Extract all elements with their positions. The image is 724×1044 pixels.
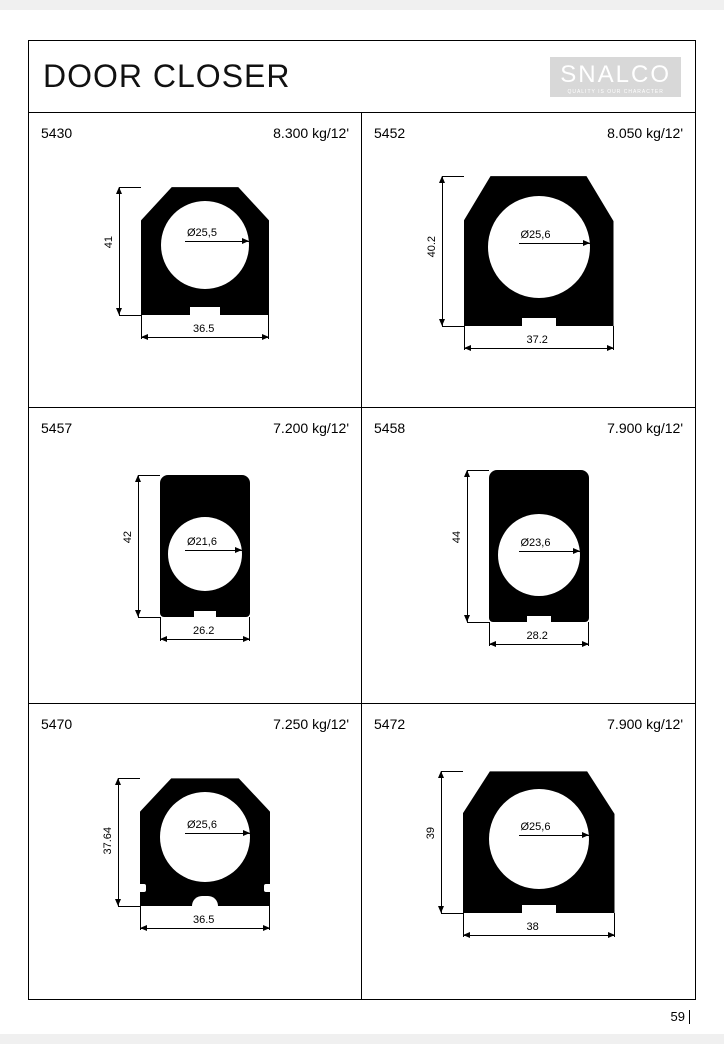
width-dimension-line <box>140 928 270 929</box>
height-dimension-line <box>138 475 139 617</box>
part-number: 5472 <box>374 716 405 732</box>
cell-header: 5472 7.900 kg/12' <box>374 716 683 732</box>
height-dimension-value: 39 <box>425 827 437 839</box>
page-title: DOOR CLOSER <box>43 58 290 95</box>
diameter-dimension-line <box>519 551 580 552</box>
diameter-dimension-value: Ø23,6 <box>521 537 551 549</box>
weight-spec: 7.900 kg/12' <box>607 420 683 436</box>
height-dimension-line <box>441 771 442 913</box>
diameter-dimension-value: Ø25,6 <box>521 821 551 833</box>
catalog-page: DOOR CLOSER SNALCO QUALITY IS OUR CHARAC… <box>0 10 724 1034</box>
profile-silhouette <box>463 771 615 913</box>
diameter-dimension-line <box>185 241 249 242</box>
profile-silhouette <box>140 778 270 906</box>
drawing-area: 37.64 36.5 Ø25,6 <box>41 738 349 987</box>
width-dimension-value: 26.2 <box>193 625 214 637</box>
bore-hole <box>498 514 580 596</box>
product-cell: 5452 8.050 kg/12' 40.2 37.2 Ø25,6 <box>362 113 695 408</box>
drawing-area: 42 26.2 Ø21,6 <box>41 442 349 690</box>
diameter-dimension-value: Ø21,6 <box>187 536 217 548</box>
width-dimension-value: 36.5 <box>193 323 214 335</box>
weight-spec: 7.250 kg/12' <box>273 716 349 732</box>
height-dimension-value: 40.2 <box>426 236 438 257</box>
diameter-dimension-value: Ø25,6 <box>521 229 551 241</box>
profile-silhouette <box>141 187 269 315</box>
part-number: 5452 <box>374 125 405 141</box>
width-dimension-line <box>141 337 269 338</box>
page-header: DOOR CLOSER SNALCO QUALITY IS OUR CHARAC… <box>29 41 695 113</box>
bottom-notch <box>522 905 556 913</box>
product-cell: 5457 7.200 kg/12' 42 26.2 Ø21,6 <box>29 408 362 703</box>
diameter-dimension-line <box>519 243 590 244</box>
part-number: 5470 <box>41 716 72 732</box>
bore-hole <box>160 792 250 882</box>
part-number: 5430 <box>41 125 72 141</box>
technical-drawing: 37.64 36.5 Ø25,6 <box>90 768 300 956</box>
technical-drawing: 39 38 Ø25,6 <box>413 761 645 963</box>
diameter-dimension-line <box>185 550 242 551</box>
diameter-dimension-line <box>519 835 589 836</box>
bottom-notch <box>527 616 551 622</box>
height-dimension-value: 42 <box>122 531 134 543</box>
logo-text: SNALCO <box>560 61 671 89</box>
cell-header: 5458 7.900 kg/12' <box>374 420 683 436</box>
weight-spec: 8.300 kg/12' <box>273 125 349 141</box>
bore-hole <box>168 517 242 591</box>
bore-hole <box>161 201 249 289</box>
logo-tagline: QUALITY IS OUR CHARACTER <box>560 89 671 95</box>
diameter-dimension-value: Ø25,6 <box>187 819 217 831</box>
diameter-dimension-value: Ø25,5 <box>187 227 217 239</box>
cell-header: 5457 7.200 kg/12' <box>41 420 349 436</box>
page-frame: DOOR CLOSER SNALCO QUALITY IS OUR CHARAC… <box>28 40 696 1000</box>
technical-drawing: 40.2 37.2 Ø25,6 <box>414 166 644 376</box>
product-cell: 5458 7.900 kg/12' 44 28.2 Ø23,6 <box>362 408 695 703</box>
drawing-area: 39 38 Ø25,6 <box>374 738 683 987</box>
weight-spec: 7.900 kg/12' <box>607 716 683 732</box>
width-dimension-value: 38 <box>527 921 539 933</box>
width-dimension-value: 37.2 <box>527 334 548 346</box>
part-number: 5458 <box>374 420 405 436</box>
product-cell: 5472 7.900 kg/12' 39 38 Ø25,6 <box>362 704 695 999</box>
height-dimension-line <box>119 187 120 315</box>
height-dimension-line <box>467 470 468 622</box>
width-dimension-line <box>464 348 614 349</box>
product-cell: 5430 8.300 kg/12' 41 36.5 Ø25,5 <box>29 113 362 408</box>
width-dimension-line <box>489 644 589 645</box>
bottom-notch <box>190 307 220 315</box>
technical-drawing: 44 28.2 Ø23,6 <box>439 460 619 672</box>
brand-logo: SNALCO QUALITY IS OUR CHARACTER <box>550 57 681 97</box>
page-number: 59 <box>671 1010 690 1024</box>
weight-spec: 7.200 kg/12' <box>273 420 349 436</box>
drawing-area: 44 28.2 Ø23,6 <box>374 442 683 690</box>
cell-header: 5430 8.300 kg/12' <box>41 125 349 141</box>
drawing-area: 41 36.5 Ø25,5 <box>41 147 349 395</box>
technical-drawing: 41 36.5 Ø25,5 <box>91 177 299 365</box>
width-dimension-value: 36.5 <box>193 914 214 926</box>
height-dimension-line <box>442 176 443 326</box>
part-number: 5457 <box>41 420 72 436</box>
profile-silhouette <box>464 176 614 326</box>
height-dimension-value: 44 <box>451 531 463 543</box>
diameter-dimension-line <box>185 833 250 834</box>
drawing-area: 40.2 37.2 Ø25,6 <box>374 147 683 395</box>
bottom-notch <box>192 896 218 906</box>
cell-header: 5470 7.250 kg/12' <box>41 716 349 732</box>
weight-spec: 8.050 kg/12' <box>607 125 683 141</box>
product-grid: 5430 8.300 kg/12' 41 36.5 Ø25,5 5452 8.050 kg/… <box>29 113 695 999</box>
height-dimension-value: 41 <box>103 236 115 248</box>
bore-hole <box>488 196 590 298</box>
cell-header: 5452 8.050 kg/12' <box>374 125 683 141</box>
bore-hole <box>489 789 589 889</box>
bottom-notch <box>522 318 556 326</box>
height-dimension-value: 37.64 <box>102 827 114 855</box>
bottom-notch <box>194 611 216 617</box>
width-dimension-value: 28.2 <box>527 630 548 642</box>
width-dimension-line <box>463 935 615 936</box>
technical-drawing: 42 26.2 Ø21,6 <box>110 465 280 667</box>
height-dimension-line <box>118 778 119 906</box>
width-dimension-line <box>160 639 250 640</box>
product-cell: 5470 7.250 kg/12' 37.64 36.5 Ø25,6 <box>29 704 362 999</box>
